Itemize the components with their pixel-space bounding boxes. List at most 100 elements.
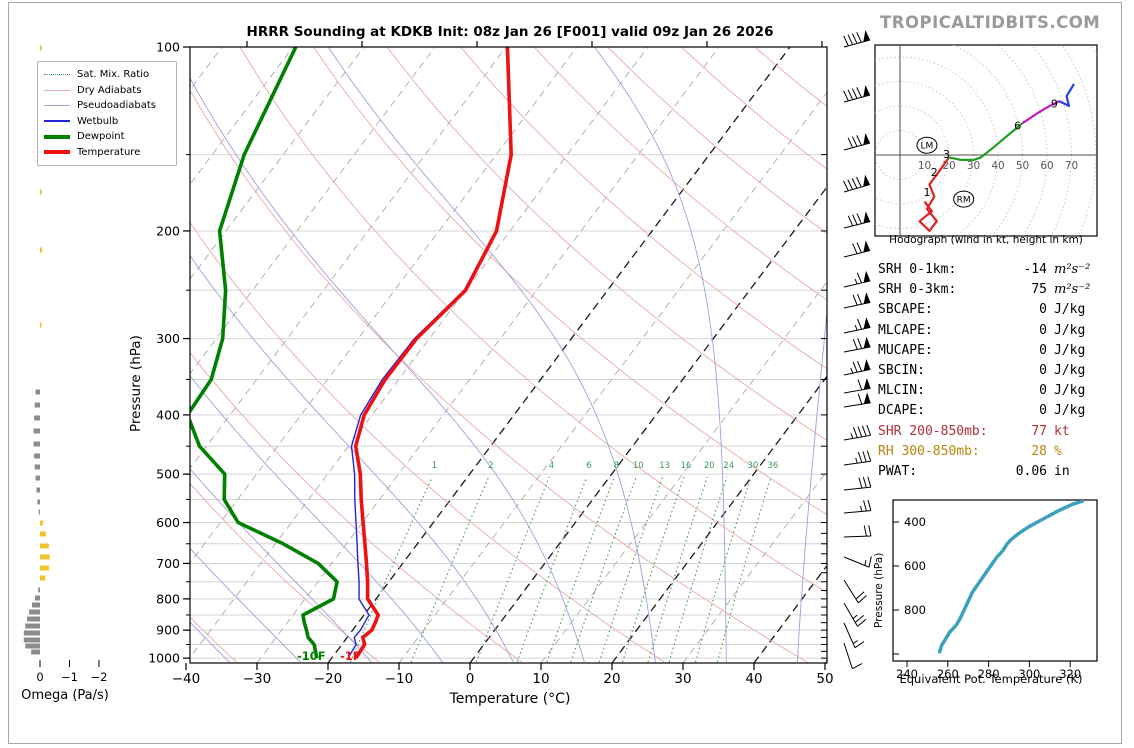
- svg-text:900: 900: [156, 623, 180, 638]
- legend-swatch: [44, 120, 70, 123]
- omega-xlabel: Omega (Pa/s): [21, 688, 109, 703]
- legend-item-sat-mix-ratio: Sat. Mix. Ratio: [44, 67, 170, 83]
- svg-text:60: 60: [1040, 160, 1053, 172]
- stat-unit: m²s⁻²: [1054, 262, 1091, 277]
- svg-text:24: 24: [723, 461, 734, 471]
- svg-text:10: 10: [532, 671, 549, 687]
- dewpoint-curve: [190, 47, 339, 659]
- stat-value: 28: [1031, 443, 1047, 459]
- svg-text:50: 50: [816, 671, 833, 687]
- svg-text:0: 0: [36, 670, 43, 684]
- stats-panel: SRH 0-1km: -14 m²s⁻² SRH 0-3km: 75 m²s⁻² SBCAP…: [878, 260, 1110, 482]
- hodograph: 10 20 30 40 50 60 70 123 6 9 LM RM: [874, 44, 1098, 237]
- thetae-xlabel: Equivalent Pot. Temperature (K): [899, 672, 1083, 686]
- svg-text:30: 30: [967, 160, 980, 172]
- stat-value: 77: [1031, 423, 1047, 439]
- svg-text:16: 16: [681, 461, 692, 471]
- stat-label: SRH 0-1km:: [878, 262, 957, 277]
- stat-row-dcape: DCAPE: 0 J/kg: [878, 401, 1110, 421]
- legend-label: Temperature: [77, 146, 141, 158]
- svg-text:−2: −2: [91, 670, 108, 684]
- stat-label: MLCAPE:: [878, 322, 933, 338]
- stat-row-sbcape: SBCAPE: 0 J/kg: [878, 300, 1110, 320]
- svg-text:240: 240: [896, 667, 918, 681]
- svg-text:4: 4: [549, 461, 554, 471]
- svg-text:600: 600: [904, 559, 926, 573]
- legend-label: Wetbulb: [77, 115, 119, 127]
- thetae-ylabel: Pressure (hPa): [873, 552, 885, 628]
- stat-row-shr-200-850mb: SHR 200-850mb: 77 kt: [878, 422, 1110, 442]
- hodograph-trace-km9_12: [1058, 83, 1075, 108]
- skewt-ylabel: Pressure (hPa): [128, 335, 144, 432]
- svg-text:50: 50: [1016, 160, 1029, 172]
- svg-text:1000: 1000: [148, 651, 180, 666]
- svg-text:280: 280: [978, 667, 1000, 681]
- svg-text:10: 10: [633, 461, 644, 471]
- legend-item-pseudoadiabats: Pseudoadiabats: [44, 98, 170, 114]
- stat-unit: m²s⁻²: [1054, 282, 1091, 298]
- stat-unit: J/kg: [1054, 322, 1086, 338]
- legend-label: Dry Adiabats: [77, 84, 142, 96]
- stat-row-mucape: MUCAPE: 0 J/kg: [878, 341, 1110, 361]
- stat-label: SBCIN:: [878, 363, 925, 379]
- legend-swatch: [44, 134, 70, 139]
- stat-unit: J/kg: [1054, 383, 1086, 399]
- stat-label: DCAPE:: [878, 403, 925, 419]
- surface-temp-label: -1F: [340, 649, 361, 663]
- temperature-curve: [353, 47, 513, 660]
- svg-text:600: 600: [156, 515, 180, 530]
- svg-text:36: 36: [767, 461, 778, 471]
- svg-text:40: 40: [745, 671, 762, 687]
- svg-text:30: 30: [674, 671, 691, 687]
- hodograph-trace-km0_3: [918, 156, 950, 232]
- stat-value: 0: [1039, 322, 1047, 338]
- stat-label: SRH 0-3km:: [878, 282, 957, 298]
- svg-text:200: 200: [156, 223, 180, 238]
- legend-item-dry-adiabats: Dry Adiabats: [44, 83, 170, 99]
- skewt-background: 1 2 4 6 8 10 13 16 20 24 30 36: [190, 47, 827, 663]
- stat-label: MUCAPE:: [878, 342, 933, 358]
- stat-row-sbcin: SBCIN: 0 J/kg: [878, 361, 1110, 381]
- omega-panel: 0 −1 −2: [23, 45, 108, 684]
- svg-text:70: 70: [1065, 160, 1078, 172]
- stat-unit: in: [1054, 464, 1070, 480]
- svg-text:20: 20: [603, 671, 620, 687]
- legend-label: Sat. Mix. Ratio: [77, 69, 150, 81]
- surface-dewpoint-label: -10F: [297, 649, 326, 663]
- stat-value: 0: [1039, 403, 1047, 419]
- stat-value: -14: [1023, 262, 1047, 277]
- svg-text:700: 700: [156, 556, 180, 571]
- stat-row-srh-0-1km: SRH 0-1km: -14 m²s⁻²: [878, 260, 1110, 280]
- stat-unit: J/kg: [1054, 302, 1086, 318]
- svg-text:40: 40: [991, 160, 1004, 172]
- stat-unit: J/kg: [1054, 363, 1086, 379]
- svg-text:−30: −30: [243, 671, 272, 687]
- svg-text:RM: RM: [957, 196, 971, 206]
- wind-barbs: [843, 30, 872, 670]
- legend-item-dewpoint: Dewpoint: [44, 129, 170, 145]
- skewt-xlabel: Temperature (°C): [449, 691, 571, 707]
- svg-text:8: 8: [614, 461, 619, 471]
- stat-value: 0: [1039, 342, 1047, 358]
- hodograph-trace-km3_6: [948, 122, 1024, 161]
- stat-label: RH 300-850mb:: [878, 443, 980, 459]
- stat-value: 0: [1039, 363, 1047, 379]
- stat-row-mlcape: MLCAPE: 0 J/kg: [878, 321, 1110, 341]
- stat-unit: J/kg: [1054, 403, 1086, 419]
- svg-text:400: 400: [156, 407, 180, 422]
- svg-text:−40: −40: [172, 671, 201, 687]
- stat-value: 75: [1031, 282, 1047, 298]
- svg-text:320: 320: [1059, 667, 1081, 681]
- stat-unit: kt: [1054, 423, 1070, 439]
- svg-text:800: 800: [156, 591, 180, 606]
- svg-text:13: 13: [659, 461, 670, 471]
- svg-text:2: 2: [931, 166, 938, 179]
- legend-label: Pseudoadiabats: [77, 100, 157, 112]
- hodograph-caption: Hodograph (wind in kt, height in km): [889, 234, 1083, 246]
- stat-label: SHR 200-850mb:: [878, 423, 988, 439]
- svg-text:0: 0: [466, 671, 475, 687]
- svg-text:20: 20: [704, 461, 715, 471]
- svg-text:1: 1: [923, 186, 930, 199]
